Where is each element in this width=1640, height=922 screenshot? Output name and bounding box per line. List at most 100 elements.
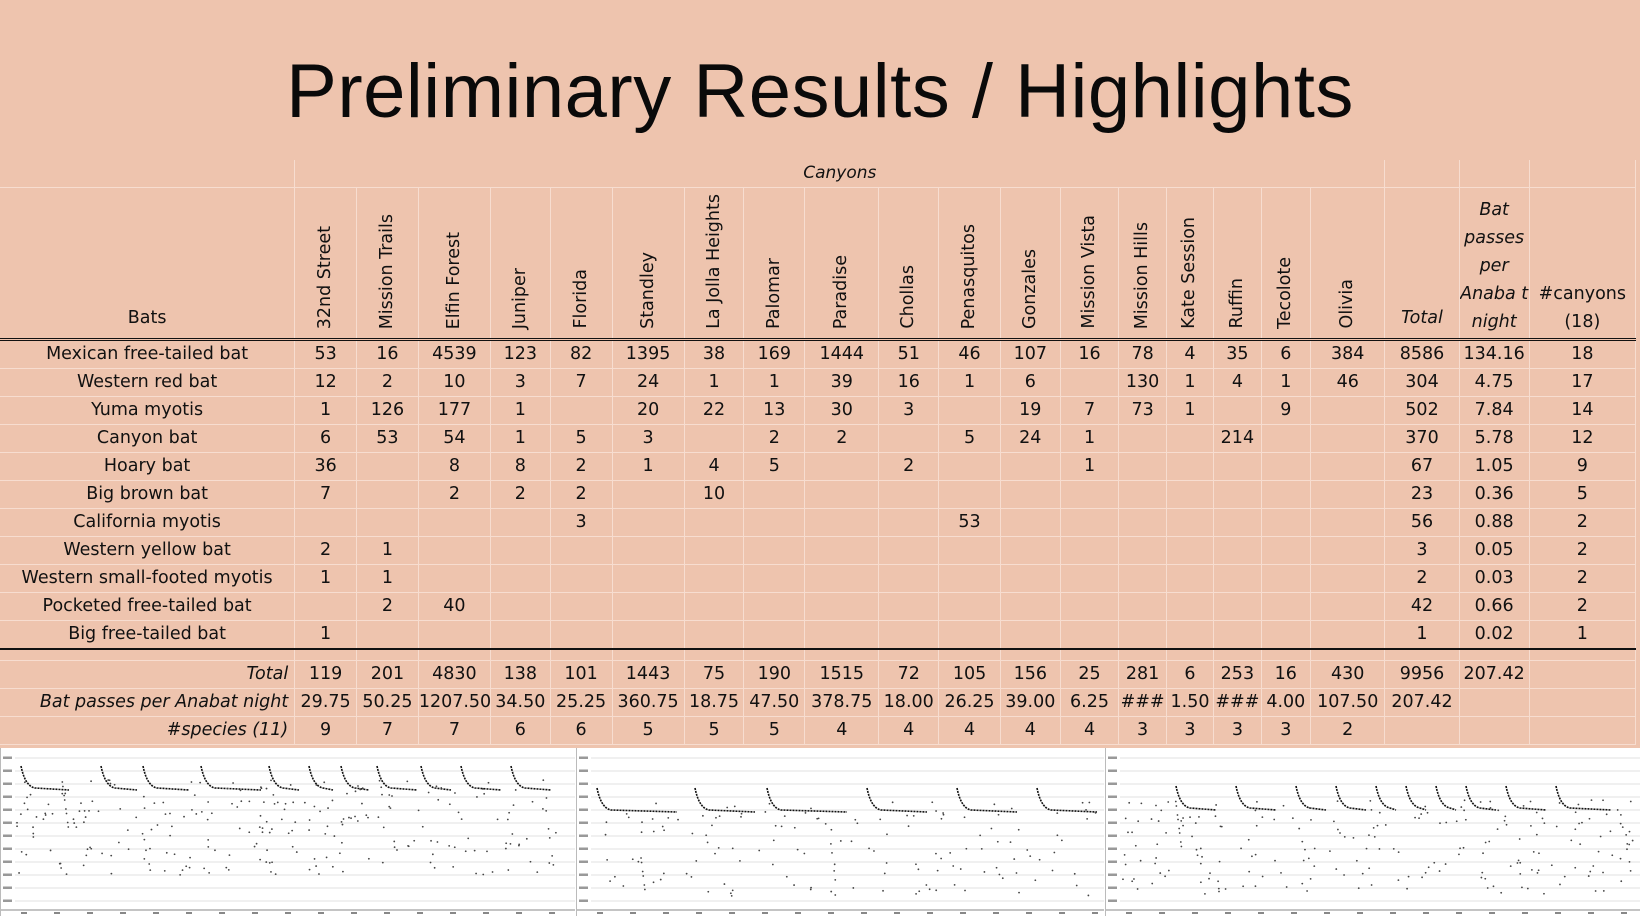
species-count-cell (356, 620, 419, 650)
canyon-column-header: Tecolote (1261, 187, 1312, 341)
summary-cell: 138 (490, 660, 551, 689)
species-count-cell: 5 (550, 424, 613, 453)
canyon-column-header: La Jolla Heights (684, 187, 745, 341)
species-count-cell: 40 (418, 592, 491, 621)
species-count-cell: 53 (938, 508, 1001, 537)
canyon-column-header: Paradise (804, 187, 880, 341)
species-count-cell: 5 (743, 452, 806, 481)
summary-cell: 3 (1213, 716, 1262, 745)
species-count-cell (743, 620, 806, 650)
species-count-cell (938, 536, 1001, 565)
species-count-cell (878, 424, 940, 453)
species-count-cell (1261, 620, 1312, 650)
header-blank (1459, 160, 1530, 188)
species-count-cell: 22 (684, 396, 745, 425)
summary-passes-cell: 207.42 (1459, 660, 1530, 689)
species-count-cell (1310, 424, 1386, 453)
species-count-cell (612, 508, 685, 537)
summary-cell: 281 (1118, 660, 1167, 689)
species-count-cell (356, 452, 419, 481)
species-count-cell: 1 (356, 536, 419, 565)
species-count-cell: 4 (684, 452, 745, 481)
canyon-column-header: Mission Hills (1118, 187, 1167, 341)
bats-column-header: Bats (0, 187, 296, 341)
species-count-cell: 2 (804, 424, 880, 453)
species-count-cell: 38 (684, 339, 745, 369)
species-count-cell (878, 536, 940, 565)
summary-total-cell: 9956 (1384, 660, 1460, 689)
species-canyon-count-cell: 2 (1529, 592, 1637, 621)
species-count-cell (550, 396, 613, 425)
species-count-cell: 2 (418, 480, 491, 509)
species-passes-cell: 1.05 (1459, 452, 1530, 481)
species-count-cell: 53 (356, 424, 419, 453)
spacer-cell (1529, 648, 1637, 661)
species-count-cell: 4 (1213, 368, 1262, 397)
species-canyon-count-cell: 17 (1529, 368, 1637, 397)
species-count-cell (1000, 508, 1061, 537)
species-count-cell: 6 (294, 424, 358, 453)
species-count-cell: 5 (938, 424, 1001, 453)
species-count-cell (938, 592, 1001, 621)
canyon-column-header: Standley (612, 187, 685, 341)
canyon-name: Mission Hills (1132, 221, 1153, 329)
species-count-cell: 214 (1213, 424, 1262, 453)
species-count-cell (1118, 452, 1167, 481)
species-row: Canyon bat 6 53 54 1 5 3 2 2 5 24 1 214 370 5.78 12 (0, 424, 1637, 453)
species-count-cell (743, 508, 806, 537)
summary-cell: 4 (1060, 716, 1120, 745)
species-count-cell (878, 564, 940, 593)
species-count-cell (418, 620, 491, 650)
species-count-cell (1261, 480, 1312, 509)
species-count-cell (612, 480, 685, 509)
species-count-cell (418, 536, 491, 565)
canyon-column-header: Chollas (878, 187, 940, 341)
summary-cell: 2 (1310, 716, 1386, 745)
species-count-cell: 7 (550, 368, 613, 397)
species-count-cell (804, 480, 880, 509)
species-count-cell: 1 (938, 368, 1001, 397)
species-count-cell (1166, 480, 1215, 509)
canyon-name: Mission Trails (376, 213, 397, 329)
summary-cell: 5 (743, 716, 806, 745)
species-count-cell (743, 564, 806, 593)
species-count-cell: 130 (1118, 368, 1167, 397)
species-count-cell: 1 (1060, 452, 1120, 481)
species-count-cell: 1 (294, 620, 358, 650)
summary-cell: 6 (490, 716, 551, 745)
summary-cell: 360.75 (612, 688, 685, 717)
canyon-column-header: Penasquitos (938, 187, 1001, 341)
species-count-cell: 4539 (418, 339, 491, 369)
header-blank (1384, 160, 1460, 188)
species-count-cell (804, 564, 880, 593)
species-count-cell (1118, 592, 1167, 621)
species-count-cell (743, 480, 806, 509)
canyon-name: 32nd Street (315, 225, 336, 329)
species-count-cell: 1 (490, 396, 551, 425)
species-count-cell (804, 452, 880, 481)
species-count-cell (1000, 564, 1061, 593)
species-row: Hoary bat 36 8 8 2 1 4 5 2 1 67 1.05 9 (0, 452, 1637, 481)
spacer-cell (0, 648, 296, 661)
species-count-cell (1166, 508, 1215, 537)
summary-cell: 3 (1166, 716, 1215, 745)
species-passes-cell: 5.78 (1459, 424, 1530, 453)
species-count-cell: 3 (878, 396, 940, 425)
species-total-cell: 23 (1384, 480, 1460, 509)
species-count-cell: 19 (1000, 396, 1061, 425)
species-count-cell: 7 (1060, 396, 1120, 425)
summary-cell: 3 (1118, 716, 1167, 745)
summary-row: Total 119 201 4830 138 101 1443 75 190 1515 72 105 1… (0, 660, 1637, 689)
species-count-cell: 54 (418, 424, 491, 453)
species-count-cell (294, 592, 358, 621)
species-count-cell (1261, 452, 1312, 481)
species-count-cell (1118, 508, 1167, 537)
species-row: Big brown bat 7 2 2 2 10 23 0.36 5 (0, 480, 1637, 509)
summary-cell: 26.25 (938, 688, 1001, 717)
species-count-cell (1213, 536, 1262, 565)
species-total-cell: 56 (1384, 508, 1460, 537)
species-count-cell (1166, 564, 1215, 593)
species-total-cell: 67 (1384, 452, 1460, 481)
sonogram-panel-1 (0, 748, 575, 916)
species-row: California myotis 3 53 56 0.88 2 (0, 508, 1637, 537)
